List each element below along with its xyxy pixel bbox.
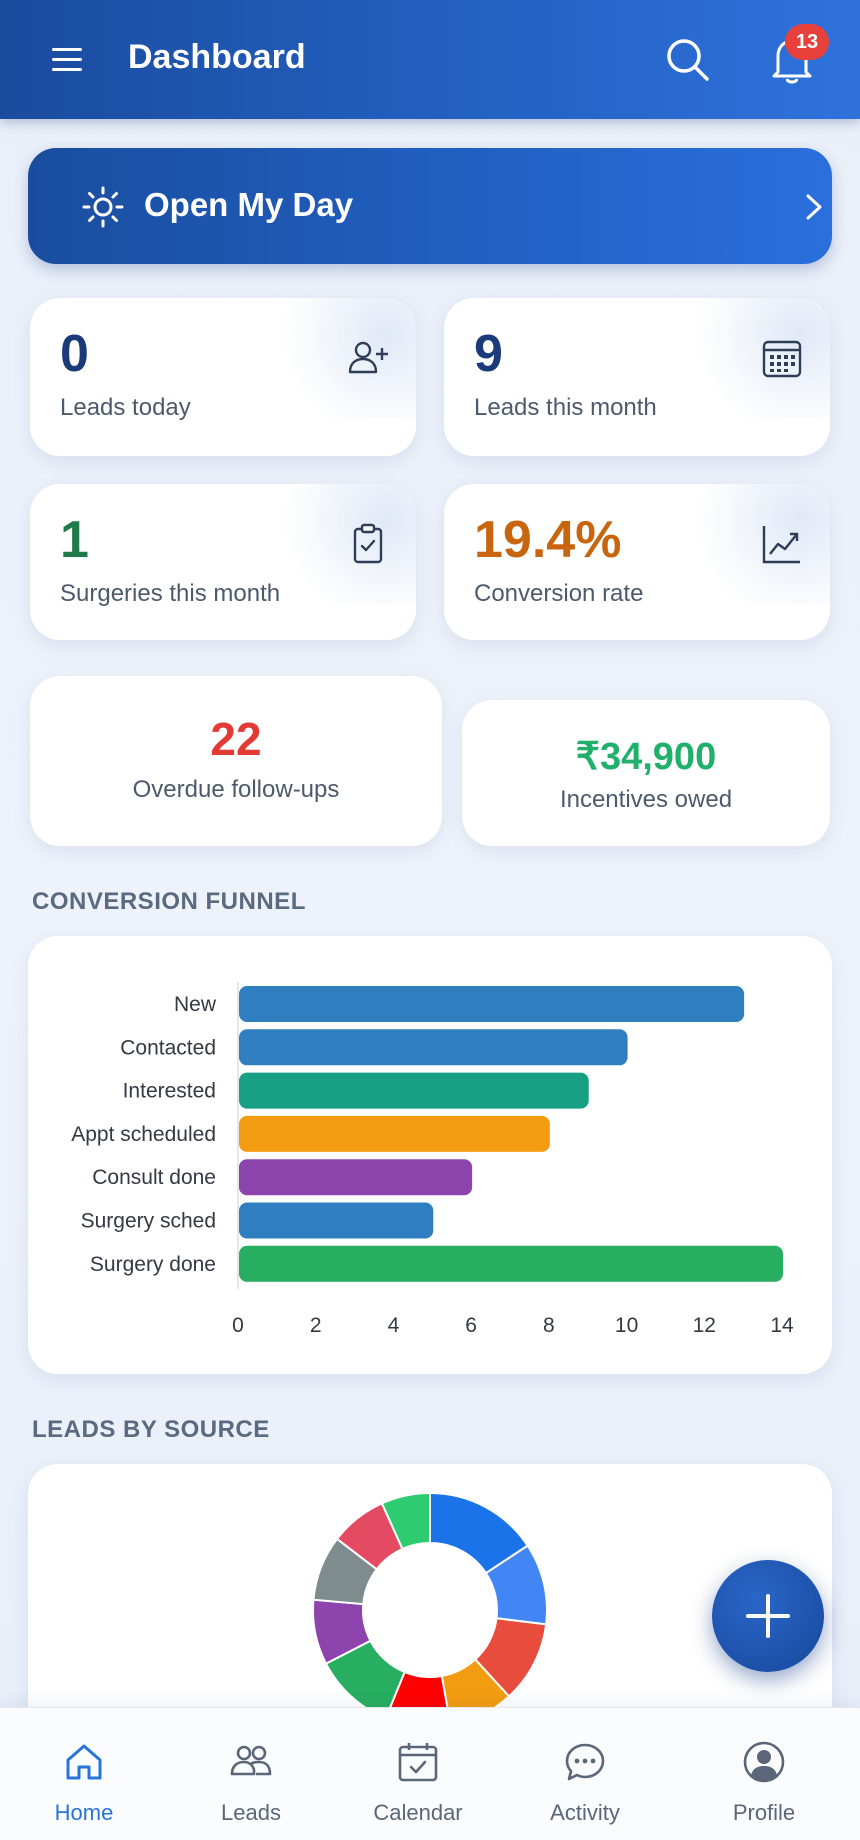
incentives-value: ₹34,900 xyxy=(575,736,717,778)
funnel-bar xyxy=(239,1245,783,1282)
menu-icon[interactable] xyxy=(52,48,82,72)
funnel-x-tick: 8 xyxy=(543,1314,555,1337)
nav-label: Profile xyxy=(732,1800,796,1825)
nav-leads[interactable]: Leads xyxy=(181,1708,321,1840)
calendar-icon xyxy=(762,340,802,378)
nav-calendar[interactable]: Calendar xyxy=(348,1708,488,1840)
open-my-day-label: Open My Day xyxy=(144,186,354,223)
funnel-x-tick: 14 xyxy=(770,1314,794,1337)
funnel-category-label: Interested xyxy=(123,1080,216,1103)
funnel-category-label: Contacted xyxy=(120,1036,216,1059)
bottom-navigation: Home Leads Calendar Activity Profile xyxy=(0,1707,860,1840)
app-header: Dashboard 13 xyxy=(0,0,860,119)
conversion-funnel-card: New Contacted Interested Appt scheduled Cons… xyxy=(28,936,832,1374)
nav-label: Activity xyxy=(550,1800,620,1825)
source-section-title: LEADS BY SOURCE xyxy=(32,1416,270,1443)
funnel-category-label: Surgery done xyxy=(90,1253,216,1276)
stat-value: 1 xyxy=(60,511,89,569)
funnel-category-label: New xyxy=(174,993,217,1016)
funnel-bar xyxy=(239,986,745,1022)
funnel-bar xyxy=(239,1029,628,1066)
stat-label: Leads today xyxy=(60,394,191,421)
incentives-card[interactable]: ₹34,900 Incentives owed xyxy=(462,700,830,846)
donut-slice xyxy=(380,1491,431,1551)
nav-label: Calendar xyxy=(373,1800,463,1825)
home-icon xyxy=(66,1744,102,1780)
funnel-x-tick: 4 xyxy=(388,1314,400,1337)
notification-badge: 13 xyxy=(785,24,829,60)
funnel-category-label: Surgery sched xyxy=(81,1210,216,1233)
stat-card-surgeries[interactable]: 1 Surgeries this month xyxy=(30,484,416,640)
nav-label: Home xyxy=(54,1800,114,1825)
incentives-label: Incentives owed xyxy=(559,786,733,813)
stat-value: 9 xyxy=(474,325,503,383)
funnel-bar xyxy=(239,1115,550,1152)
add-button[interactable] xyxy=(712,1560,824,1672)
funnel-x-tick: 10 xyxy=(615,1314,638,1337)
open-my-day-button[interactable]: Open My Day xyxy=(28,148,832,264)
page-title: Dashboard xyxy=(128,38,306,76)
trend-chart-icon xyxy=(762,526,800,564)
funnel-x-tick: 2 xyxy=(310,1314,322,1337)
funnel-section-title: CONVERSION FUNNEL xyxy=(32,888,306,915)
stat-card-leads-today[interactable]: 0 Leads today xyxy=(30,298,416,456)
funnel-x-tick: 0 xyxy=(232,1314,244,1337)
sun-icon xyxy=(82,186,124,228)
profile-icon xyxy=(743,1741,785,1783)
overdue-label: Overdue follow-ups xyxy=(132,776,340,803)
stat-value: 19.4% xyxy=(474,511,622,569)
stat-card-conversion[interactable]: 19.4% Conversion rate xyxy=(444,484,830,640)
funnel-bar xyxy=(239,1159,473,1196)
funnel-x-tick: 12 xyxy=(693,1314,716,1337)
stat-label: Conversion rate xyxy=(474,580,644,607)
funnel-bar xyxy=(239,1072,589,1109)
search-icon[interactable] xyxy=(664,36,712,84)
nav-label: Leads xyxy=(221,1800,281,1825)
funnel-bar xyxy=(239,1202,434,1239)
chat-bubble-icon xyxy=(565,1743,605,1781)
calendar-check-icon xyxy=(398,1743,438,1782)
conversion-funnel-chart: New Contacted Interested Appt scheduled Cons… xyxy=(71,982,794,1337)
stat-label: Leads this month xyxy=(474,394,657,421)
overdue-value: 22 xyxy=(210,713,262,765)
funnel-category-label: Appt scheduled xyxy=(71,1123,216,1146)
stat-value: 0 xyxy=(60,325,89,383)
stat-label: Surgeries this month xyxy=(60,580,281,607)
overdue-followups-card[interactable]: 22 Overdue follow-ups xyxy=(30,676,442,846)
chevron-right-icon xyxy=(806,194,822,220)
add-user-icon xyxy=(348,341,388,374)
stat-card-leads-month[interactable]: 9 Leads this month xyxy=(444,298,830,456)
funnel-category-label: Consult done xyxy=(92,1166,216,1189)
clipboard-check-icon xyxy=(353,523,383,564)
users-icon xyxy=(230,1745,272,1776)
nav-home[interactable]: Home xyxy=(14,1708,154,1840)
nav-activity[interactable]: Activity xyxy=(515,1708,655,1840)
nav-profile[interactable]: Profile xyxy=(694,1708,834,1840)
plus-icon xyxy=(746,1594,790,1638)
funnel-x-tick: 6 xyxy=(465,1314,477,1337)
